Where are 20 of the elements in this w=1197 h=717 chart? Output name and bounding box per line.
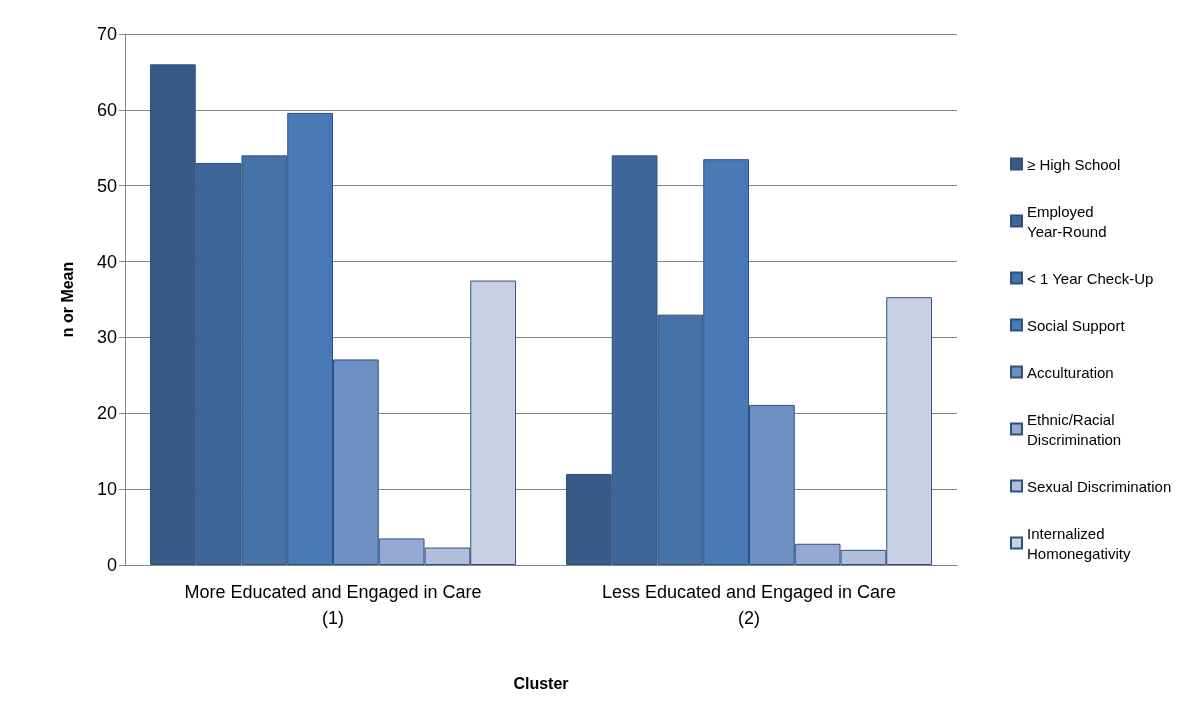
y-tick-label: 0 (106, 555, 117, 575)
y-tick-label: 20 (96, 403, 117, 424)
legend-label: Acculturation (1027, 363, 1114, 381)
y-tick-label: 10 (96, 479, 117, 500)
legend-label: Employed Year-Round (1027, 202, 1107, 240)
y-tick-label: 60 (96, 99, 117, 120)
y-tick-label: 70 (96, 24, 117, 44)
legend-label: Internalized Homonegativity (1027, 524, 1131, 562)
y-tick-label: 30 (96, 327, 117, 348)
y-tick-label: 40 (96, 251, 117, 272)
y-tick-label: 50 (96, 175, 117, 196)
x-tick-label: More Educated and Engaged in Care (1) (184, 582, 482, 628)
x-axis-title: Cluster (513, 674, 569, 692)
legend-label: Ethnic/Racial Discrimination (1027, 410, 1122, 448)
y-axis-title: n or Mean (58, 261, 76, 338)
x-tick-label: Less Educated and Engaged in Care (2) (601, 582, 897, 628)
legend-label: < 1 Year Check-Up (1027, 269, 1154, 287)
legend-label: Sexual Discrimination (1027, 477, 1172, 495)
legend-label: ≥ High School (1027, 155, 1121, 173)
legend-label: Social Support (1027, 316, 1126, 334)
